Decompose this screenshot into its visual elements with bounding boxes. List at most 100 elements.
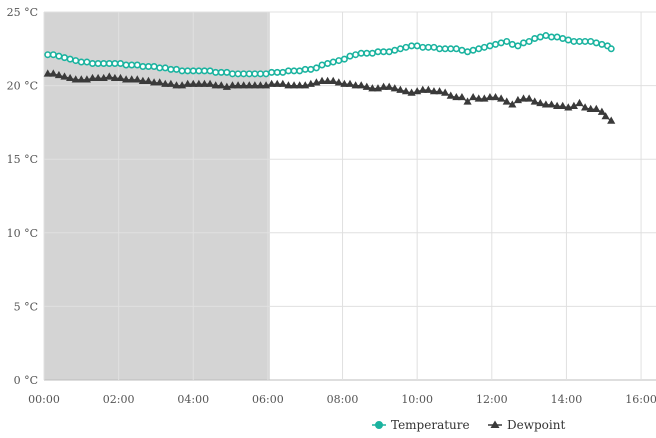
temperature-point bbox=[424, 43, 432, 51]
dewpoint-point bbox=[607, 116, 616, 124]
temperature-point bbox=[368, 49, 376, 57]
temperature-point bbox=[290, 67, 298, 75]
temperature-point bbox=[184, 67, 192, 75]
dewpoint-point bbox=[407, 88, 416, 96]
temperature-point bbox=[536, 33, 544, 41]
dewpoint-point bbox=[289, 81, 299, 89]
temperature-point bbox=[279, 68, 287, 76]
dewpoint-point bbox=[362, 82, 371, 90]
y-tick-label: 15 °C bbox=[7, 153, 38, 166]
dewpoint-point bbox=[228, 81, 237, 89]
temperature-point bbox=[525, 37, 533, 45]
dewpoint-point bbox=[413, 87, 422, 95]
temperature-point bbox=[228, 70, 236, 78]
dewpoint-point bbox=[558, 101, 567, 110]
dewpoint-point bbox=[469, 92, 478, 101]
temperature-point bbox=[49, 51, 57, 59]
legend[interactable]: Temperature Dewpoint bbox=[372, 418, 565, 432]
dewpoint-point bbox=[60, 72, 69, 80]
temperature-point bbox=[133, 61, 141, 69]
temperature-point bbox=[83, 58, 91, 66]
dewpoint-point bbox=[105, 72, 114, 80]
temperature-point bbox=[167, 65, 175, 73]
temperature-point bbox=[223, 68, 231, 76]
temperature-point bbox=[251, 70, 259, 78]
temperature-point bbox=[61, 54, 69, 62]
temperature-point bbox=[346, 52, 354, 60]
dewpoint-point bbox=[429, 87, 439, 95]
temperature-point bbox=[296, 67, 304, 75]
dewpoint-point bbox=[525, 94, 534, 102]
temperature-point bbox=[492, 40, 500, 48]
dewpoint-point bbox=[340, 79, 349, 87]
dewpoint-point bbox=[155, 78, 164, 86]
temperature-point bbox=[447, 45, 455, 53]
dewpoint-point bbox=[463, 97, 472, 105]
circle-marker-icon bbox=[375, 421, 383, 429]
dewpoint-point bbox=[49, 69, 58, 77]
temperature-point bbox=[497, 39, 505, 47]
dewpoint-point bbox=[519, 94, 528, 102]
temperature-point bbox=[402, 43, 410, 51]
temperature-point bbox=[514, 42, 522, 50]
dewpoint-point bbox=[261, 81, 271, 89]
dewpoint-point bbox=[99, 73, 108, 82]
temperature-point bbox=[156, 64, 164, 72]
legend-item-dewpoint[interactable]: Dewpoint bbox=[488, 418, 565, 432]
temperature-point bbox=[268, 68, 276, 76]
dewpoint-point bbox=[541, 100, 551, 108]
dewpoint-point bbox=[373, 84, 383, 92]
temperature-point bbox=[408, 42, 416, 50]
temperature-point bbox=[144, 62, 152, 70]
temperature-point bbox=[200, 67, 208, 75]
legend-item-temperature[interactable]: Temperature bbox=[372, 418, 470, 432]
dewpoint-point bbox=[161, 79, 170, 87]
dewpoint-point bbox=[323, 76, 332, 84]
temperature-point bbox=[94, 60, 102, 68]
temperature-point bbox=[312, 64, 320, 72]
x-tick-label: 16:00 bbox=[625, 393, 656, 406]
temperature-point bbox=[553, 33, 561, 41]
temperature-point bbox=[178, 67, 186, 75]
dewpoint-point bbox=[127, 75, 136, 83]
dewpoint-point bbox=[441, 88, 450, 96]
temperature-point bbox=[318, 61, 326, 69]
dewpoint-point bbox=[351, 81, 360, 89]
temperature-point bbox=[324, 60, 332, 68]
temperature-point bbox=[486, 42, 494, 50]
dewpoint-point bbox=[502, 97, 511, 105]
temperature-point bbox=[161, 64, 169, 72]
dewpoint-point bbox=[239, 81, 248, 89]
dewpoint-point bbox=[553, 101, 562, 110]
x-tick-label: 12:00 bbox=[476, 393, 508, 406]
temperature-point bbox=[206, 67, 214, 75]
temperature-point bbox=[363, 49, 371, 57]
temperature-point bbox=[592, 39, 600, 47]
temperature-point bbox=[284, 67, 292, 75]
dewpoint-point bbox=[530, 97, 539, 105]
temperature-point bbox=[559, 34, 567, 42]
temperature-point bbox=[430, 43, 438, 51]
temperature-point bbox=[413, 42, 421, 50]
temperature-point bbox=[520, 39, 528, 47]
x-tick-label: 08:00 bbox=[327, 393, 359, 406]
dewpoint-point bbox=[379, 82, 388, 90]
dewpoint-point bbox=[329, 76, 338, 84]
dewpoint-point bbox=[205, 79, 215, 87]
temperature-point bbox=[189, 67, 197, 75]
temperature-point bbox=[352, 51, 360, 59]
series-temperature bbox=[44, 32, 615, 78]
temperature-point bbox=[419, 43, 427, 51]
temperature-point bbox=[458, 46, 466, 54]
dewpoint-point bbox=[491, 92, 500, 101]
dewpoint-point bbox=[273, 79, 282, 87]
dewpoint-point bbox=[43, 69, 52, 77]
axes-layer: 0 °C 5 °C 10 °C 15 °C 20 °C 25 °C 00:00 02:00 04… bbox=[7, 6, 656, 406]
dewpoint-point bbox=[110, 73, 119, 82]
y-tick-label: 25 °C bbox=[7, 6, 38, 19]
temperature-point bbox=[587, 37, 595, 45]
triangle-marker-icon bbox=[490, 420, 500, 428]
dewpoint-point bbox=[597, 107, 606, 115]
temperature-point bbox=[374, 48, 382, 56]
